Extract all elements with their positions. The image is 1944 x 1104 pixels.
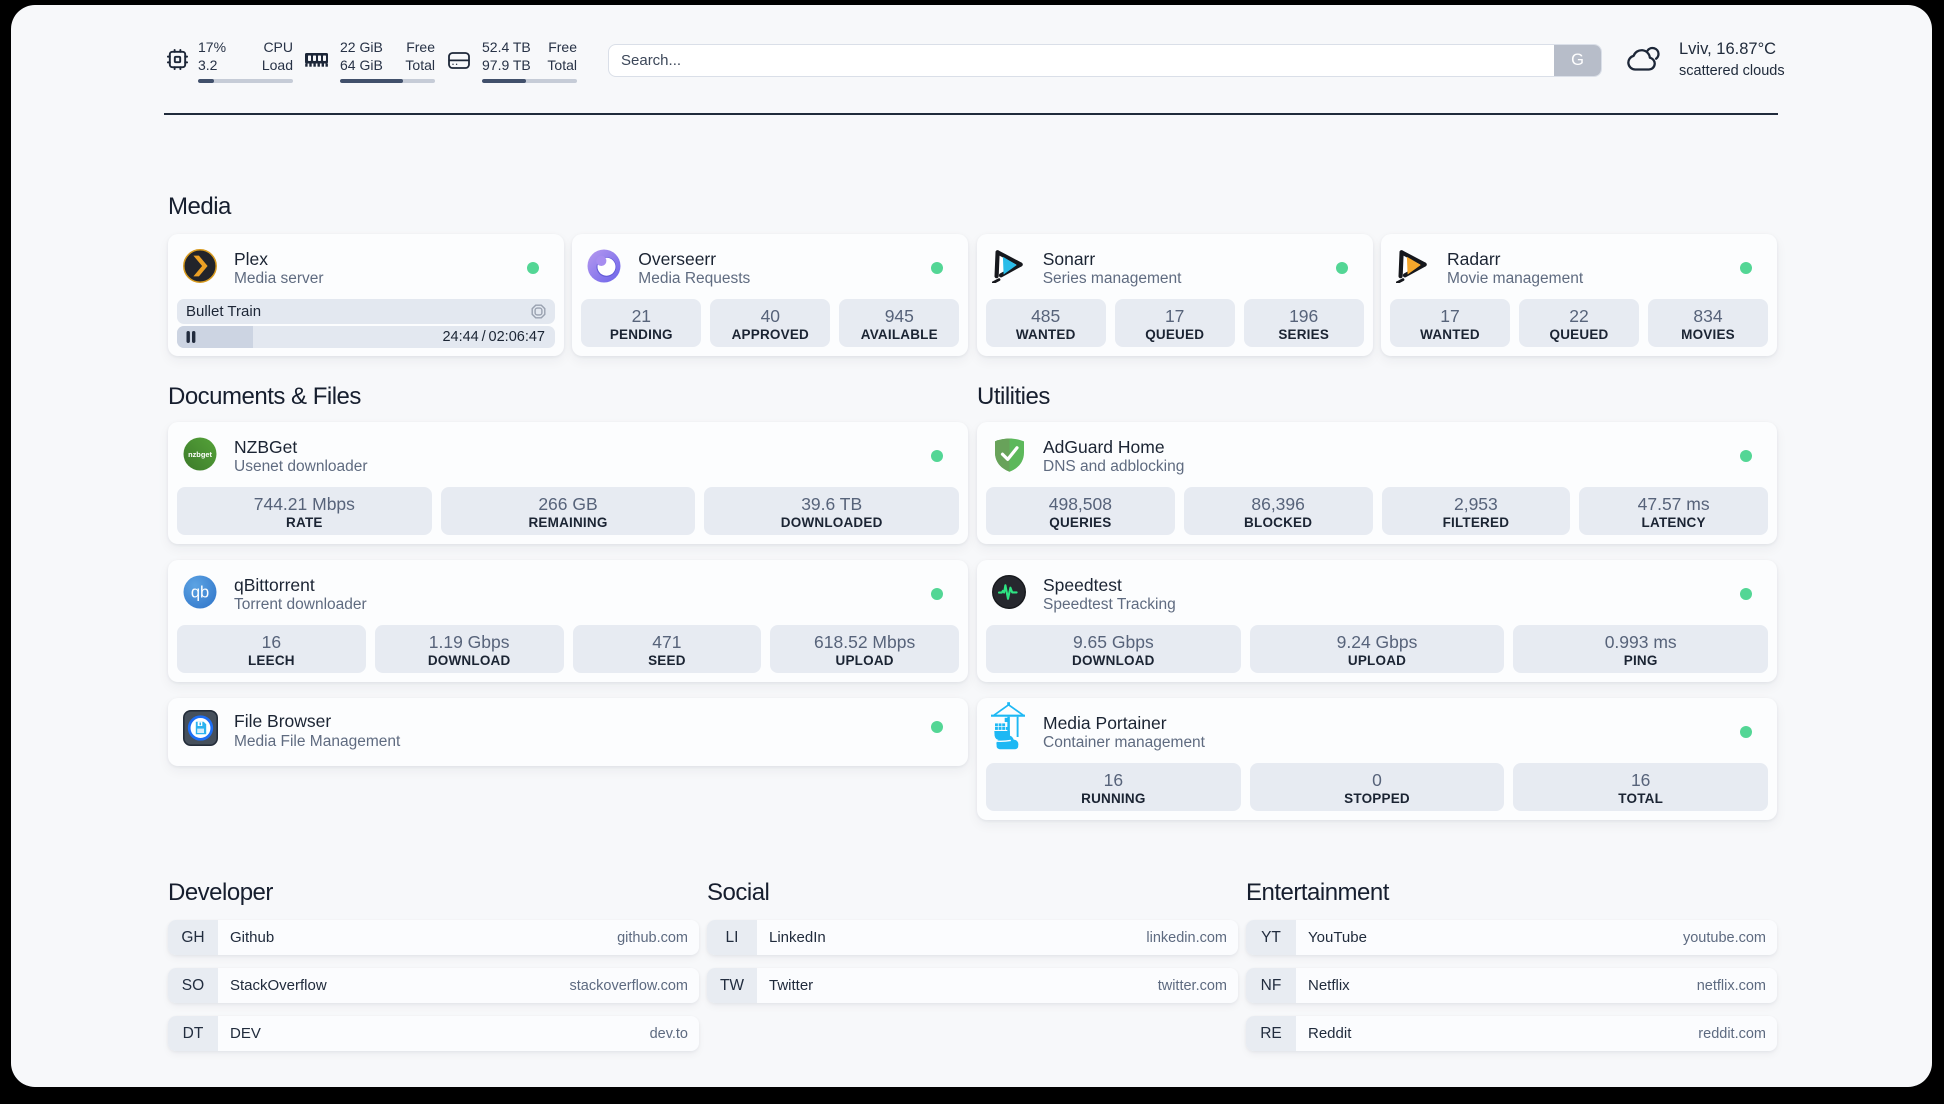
svg-text:qb: qb xyxy=(191,584,209,602)
svg-text:nzbget: nzbget xyxy=(188,450,212,459)
